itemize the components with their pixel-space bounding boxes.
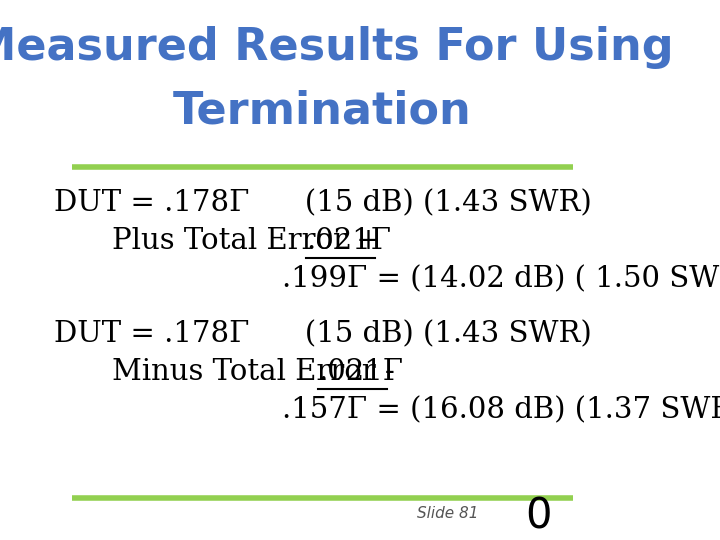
Text: Slide 81: Slide 81	[417, 506, 479, 521]
Text: .021Γ: .021Γ	[307, 227, 392, 255]
Text: DUT = .178Γ      (15 dB) (1.43 SWR): DUT = .178Γ (15 dB) (1.43 SWR)	[53, 190, 591, 218]
Text: DUT = .178Γ      (15 dB) (1.43 SWR): DUT = .178Γ (15 dB) (1.43 SWR)	[53, 321, 591, 349]
Text: Measured Results For Using: Measured Results For Using	[0, 26, 673, 69]
Text: .199Γ = (14.02 dB) ( 1.50 SWR): .199Γ = (14.02 dB) ( 1.50 SWR)	[282, 265, 720, 293]
Text: Termination: Termination	[173, 90, 472, 133]
Text: 0: 0	[525, 495, 552, 537]
Text: Plus Total Error +: Plus Total Error +	[112, 227, 390, 255]
Text: .021Γ: .021Γ	[318, 357, 403, 386]
Text: .157Γ = (16.08 dB) (1.37 SWR): .157Γ = (16.08 dB) (1.37 SWR)	[282, 396, 720, 424]
Text: Minus Total Error -: Minus Total Error -	[112, 357, 404, 386]
